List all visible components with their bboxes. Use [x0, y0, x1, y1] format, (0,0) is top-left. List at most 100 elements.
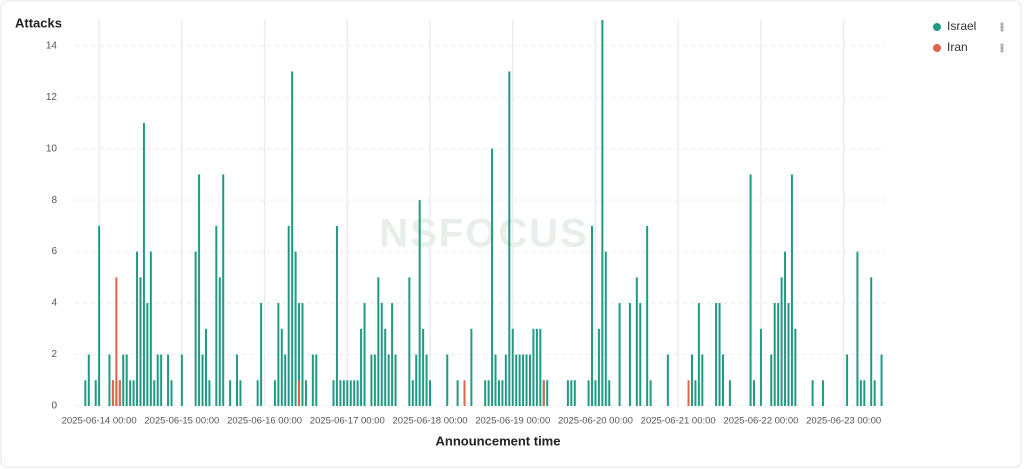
bar — [384, 328, 387, 406]
bar — [222, 174, 225, 406]
bar — [794, 328, 797, 406]
y-tick-label: 14 — [46, 40, 58, 51]
watermark: NSFOCUS — [379, 212, 589, 256]
bar — [859, 380, 862, 406]
bar — [94, 380, 97, 406]
bar — [784, 251, 787, 406]
bar — [591, 225, 594, 406]
bar — [635, 277, 638, 406]
bar — [649, 380, 652, 406]
bar — [718, 303, 721, 406]
bar — [125, 354, 128, 406]
bar — [608, 380, 611, 406]
bar — [260, 303, 263, 406]
x-tick-label: 2025-06-20 00:00 — [558, 416, 633, 427]
bar — [518, 354, 521, 406]
bar — [304, 380, 307, 406]
bar — [273, 380, 276, 406]
y-tick-label: 8 — [51, 195, 57, 206]
bar — [311, 354, 314, 406]
bar — [115, 277, 118, 406]
bar — [722, 354, 724, 406]
bar — [666, 354, 669, 406]
bar — [522, 354, 525, 406]
bar — [546, 380, 549, 406]
bar — [697, 303, 700, 406]
legend-menu-dot — [1000, 49, 1004, 53]
bar — [291, 71, 294, 406]
bar — [773, 303, 776, 406]
x-tick-label: 2025-06-22 00:00 — [723, 416, 798, 427]
legend-menu-dot — [1000, 22, 1004, 26]
bar — [132, 380, 135, 406]
bar — [504, 354, 507, 406]
bar — [215, 225, 218, 406]
bar — [370, 354, 373, 406]
bar — [108, 354, 111, 406]
y-tick-label: 4 — [51, 298, 57, 309]
bar — [687, 380, 690, 406]
bar — [646, 225, 649, 406]
bar — [594, 380, 597, 406]
x-tick-label: 2025-06-23 00:00 — [806, 416, 881, 427]
legend-swatch — [933, 23, 941, 31]
bar — [218, 277, 221, 406]
x-tick-label: 2025-06-19 00:00 — [475, 416, 550, 427]
legend-label[interactable]: Iran — [947, 40, 968, 54]
bar — [422, 328, 425, 406]
bar — [790, 174, 793, 406]
bar — [780, 277, 783, 406]
bar — [497, 380, 500, 406]
bar — [753, 380, 756, 406]
y-tick-label: 6 — [51, 246, 57, 257]
bar — [315, 354, 318, 406]
bar — [566, 380, 569, 406]
bar — [298, 380, 301, 406]
bar — [280, 328, 283, 406]
bar — [277, 303, 280, 406]
bar — [759, 328, 762, 406]
bar — [515, 354, 518, 406]
bar — [690, 354, 693, 406]
bar — [387, 354, 390, 406]
bar — [728, 380, 731, 406]
bar — [208, 380, 211, 406]
x-tick-label: 2025-06-15 00:00 — [144, 416, 219, 427]
bar — [167, 354, 170, 406]
bar — [856, 251, 859, 406]
x-tick-label: 2025-06-21 00:00 — [641, 416, 716, 427]
x-tick-label: 2025-06-17 00:00 — [310, 416, 385, 427]
bar — [229, 380, 232, 406]
bar — [287, 225, 290, 406]
bar — [525, 354, 528, 406]
y-tick-label: 10 — [46, 143, 58, 154]
bar — [294, 251, 297, 406]
bar — [363, 303, 366, 406]
legend-label[interactable]: Israel — [947, 19, 976, 33]
bar — [501, 380, 504, 406]
bar — [811, 380, 814, 406]
bar — [511, 328, 514, 406]
bar — [136, 251, 139, 406]
bar — [821, 380, 824, 406]
bar — [298, 303, 301, 406]
bar — [597, 328, 600, 406]
legend-menu-dot — [1000, 43, 1004, 47]
bar — [528, 354, 531, 406]
bar — [601, 20, 604, 406]
x-tick-label: 2025-06-16 00:00 — [227, 416, 302, 427]
bar — [494, 354, 497, 406]
bar — [456, 380, 459, 406]
bar — [335, 225, 338, 406]
bar — [394, 354, 397, 406]
bar — [204, 328, 207, 406]
bar — [701, 354, 704, 406]
bar — [301, 303, 304, 406]
x-tick-label: 2025-06-18 00:00 — [393, 416, 468, 427]
bar — [487, 380, 490, 406]
bar — [236, 354, 238, 406]
bar — [587, 380, 590, 406]
bar — [342, 380, 345, 406]
bar — [425, 354, 428, 406]
